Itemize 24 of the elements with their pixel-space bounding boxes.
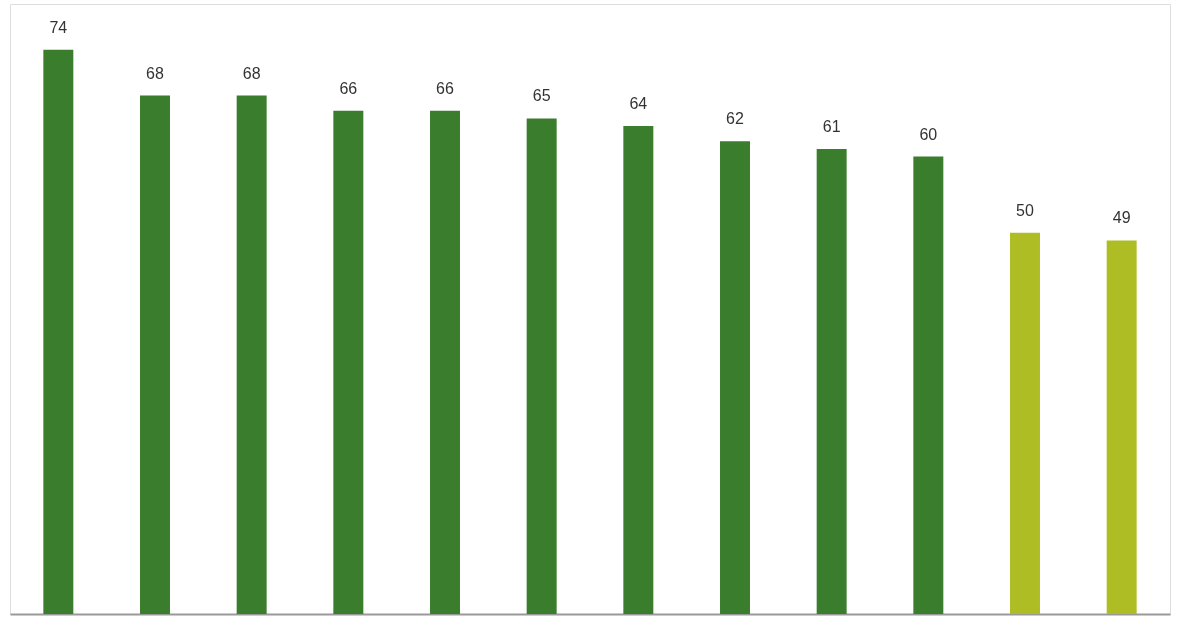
bar <box>913 156 944 614</box>
data-label: 68 <box>242 64 261 82</box>
bar <box>816 148 847 614</box>
data-label: 60 <box>919 125 938 143</box>
data-label: 49 <box>1112 209 1131 227</box>
bar <box>1106 240 1137 614</box>
data-label: 64 <box>629 95 648 112</box>
bar <box>430 110 460 614</box>
bar <box>236 95 267 614</box>
data-label: 66 <box>339 79 358 97</box>
bar <box>623 126 654 614</box>
bar <box>526 118 557 614</box>
bar <box>140 95 170 614</box>
bar <box>333 110 364 614</box>
data-label: 65 <box>532 87 551 105</box>
data-label: 50 <box>1016 201 1034 219</box>
data-label: 66 <box>436 79 454 97</box>
bar <box>1010 232 1040 614</box>
data-label: 74 <box>49 18 68 36</box>
data-label: 61 <box>822 117 841 135</box>
bar <box>43 49 74 614</box>
data-label: 62 <box>726 110 744 128</box>
bar <box>720 141 750 614</box>
data-label: 68 <box>146 64 164 82</box>
